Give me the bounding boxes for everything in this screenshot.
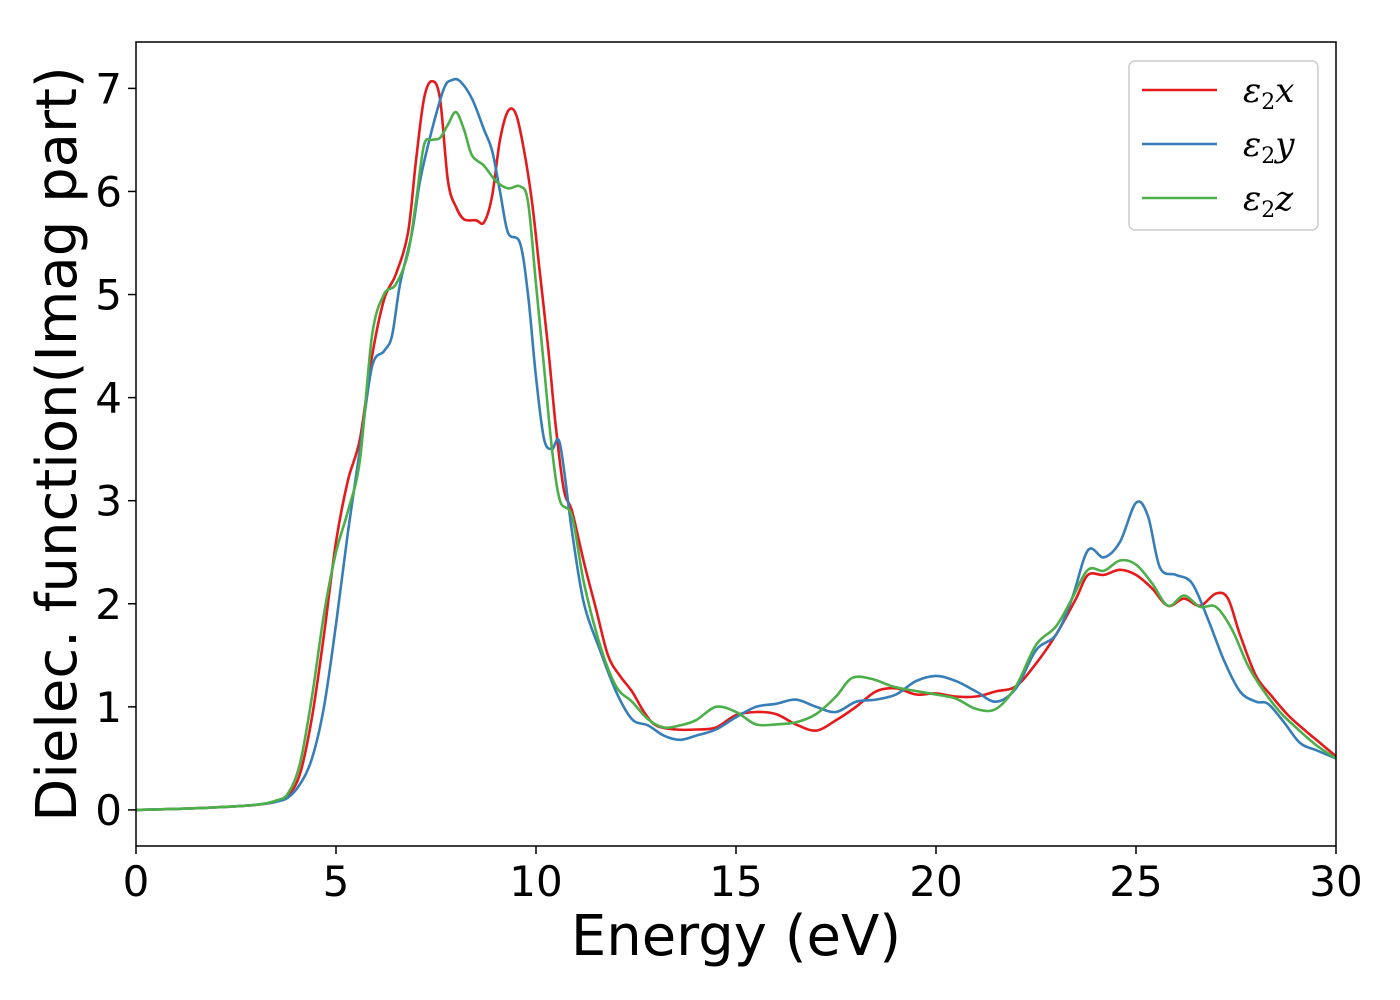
y-tick-label: 2 <box>95 580 122 629</box>
series-line-y <box>135 77 1337 812</box>
y-axis-title: Dielec. function(Imag part) <box>25 66 90 822</box>
legend-label-z: ε2z <box>1243 179 1294 223</box>
y-tick-label: 4 <box>95 374 122 423</box>
y-axis-ticks: 0 1 2 3 4 5 6 7 <box>95 64 136 835</box>
series-line-x <box>135 79 1337 812</box>
legend-label-y: ε2y <box>1243 125 1295 169</box>
x-tick-label: 20 <box>909 857 962 906</box>
y-tick-label: 0 <box>95 786 122 835</box>
legend: ε2x ε2y ε2z <box>1128 60 1319 231</box>
x-tick-label: 15 <box>709 857 762 906</box>
x-axis-ticks: 0 5 10 15 20 25 30 <box>123 846 1363 906</box>
legend-box <box>1128 60 1319 231</box>
y-tick-label: 1 <box>95 683 122 732</box>
y-tick-label: 5 <box>95 271 122 320</box>
x-axis-title: Energy (eV) <box>571 904 901 969</box>
x-tick-label: 25 <box>1109 857 1162 906</box>
x-tick-label: 0 <box>123 857 150 906</box>
series-line-z <box>135 110 1337 812</box>
x-tick-label: 30 <box>1309 857 1362 906</box>
y-tick-label: 3 <box>95 477 122 526</box>
plot-lines <box>135 77 1337 812</box>
x-tick-label: 10 <box>509 857 562 906</box>
y-tick-label: 6 <box>95 167 122 216</box>
x-tick-label: 5 <box>323 857 350 906</box>
y-tick-label: 7 <box>95 64 122 113</box>
legend-label-x: ε2x <box>1243 71 1294 115</box>
